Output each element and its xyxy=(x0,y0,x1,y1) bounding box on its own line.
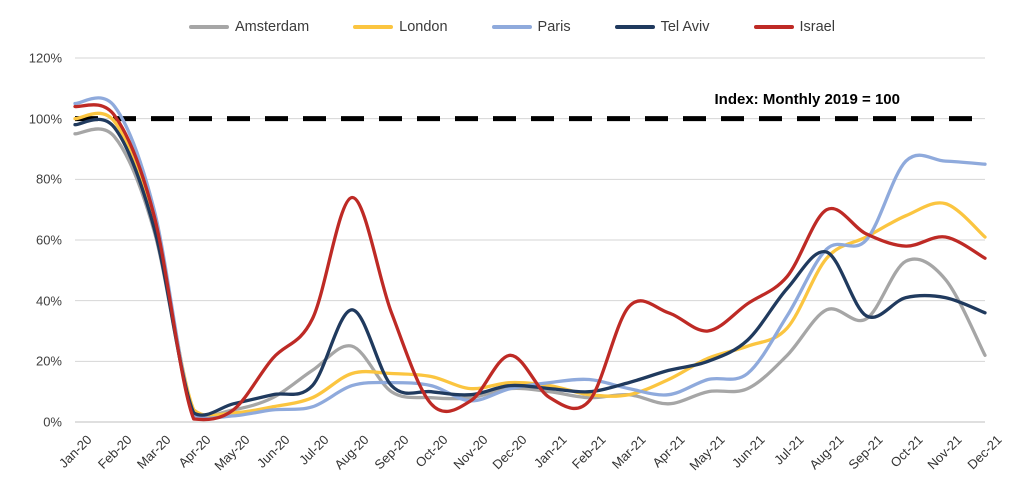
legend-item-paris: Paris xyxy=(491,19,571,35)
y-tick-label: 60% xyxy=(35,232,62,248)
y-tick-label: 100% xyxy=(28,111,62,127)
y-tick-label: 40% xyxy=(35,293,62,309)
legend-item-london: London xyxy=(353,19,448,35)
y-tick-label: 80% xyxy=(35,171,62,187)
series-line-tel-aviv xyxy=(73,117,987,417)
y-tick-label: 20% xyxy=(35,353,62,369)
legend-swatch-london xyxy=(353,24,394,30)
legend-swatch-paris xyxy=(491,24,532,30)
reference-line-label: Index: Monthly 2019 = 100 xyxy=(714,91,901,108)
legend-swatch-tel-aviv xyxy=(614,24,655,30)
legend-item-amsterdam: Amsterdam xyxy=(189,19,309,35)
y-tick-label: 0% xyxy=(43,414,62,430)
legend-label-israel: Israel xyxy=(799,19,835,35)
legend-item-israel: Israel xyxy=(753,19,835,35)
legend-label-tel-aviv: Tel Aviv xyxy=(660,19,710,35)
legend-swatch-israel xyxy=(753,24,794,30)
legend-label-london: London xyxy=(399,19,448,35)
y-tick-label: 120% xyxy=(28,50,62,66)
legend-swatch-amsterdam xyxy=(189,24,230,30)
series-line-israel xyxy=(73,103,987,422)
legend-label-amsterdam: Amsterdam xyxy=(235,19,310,35)
chart-legend: Amsterdam London Paris Tel Aviv Israel xyxy=(0,14,1024,40)
series-line-paris xyxy=(73,96,987,420)
legend-item-tel-aviv: Tel Aviv xyxy=(614,19,710,35)
series-line-london xyxy=(73,111,987,418)
legend-label-paris: Paris xyxy=(537,19,571,35)
